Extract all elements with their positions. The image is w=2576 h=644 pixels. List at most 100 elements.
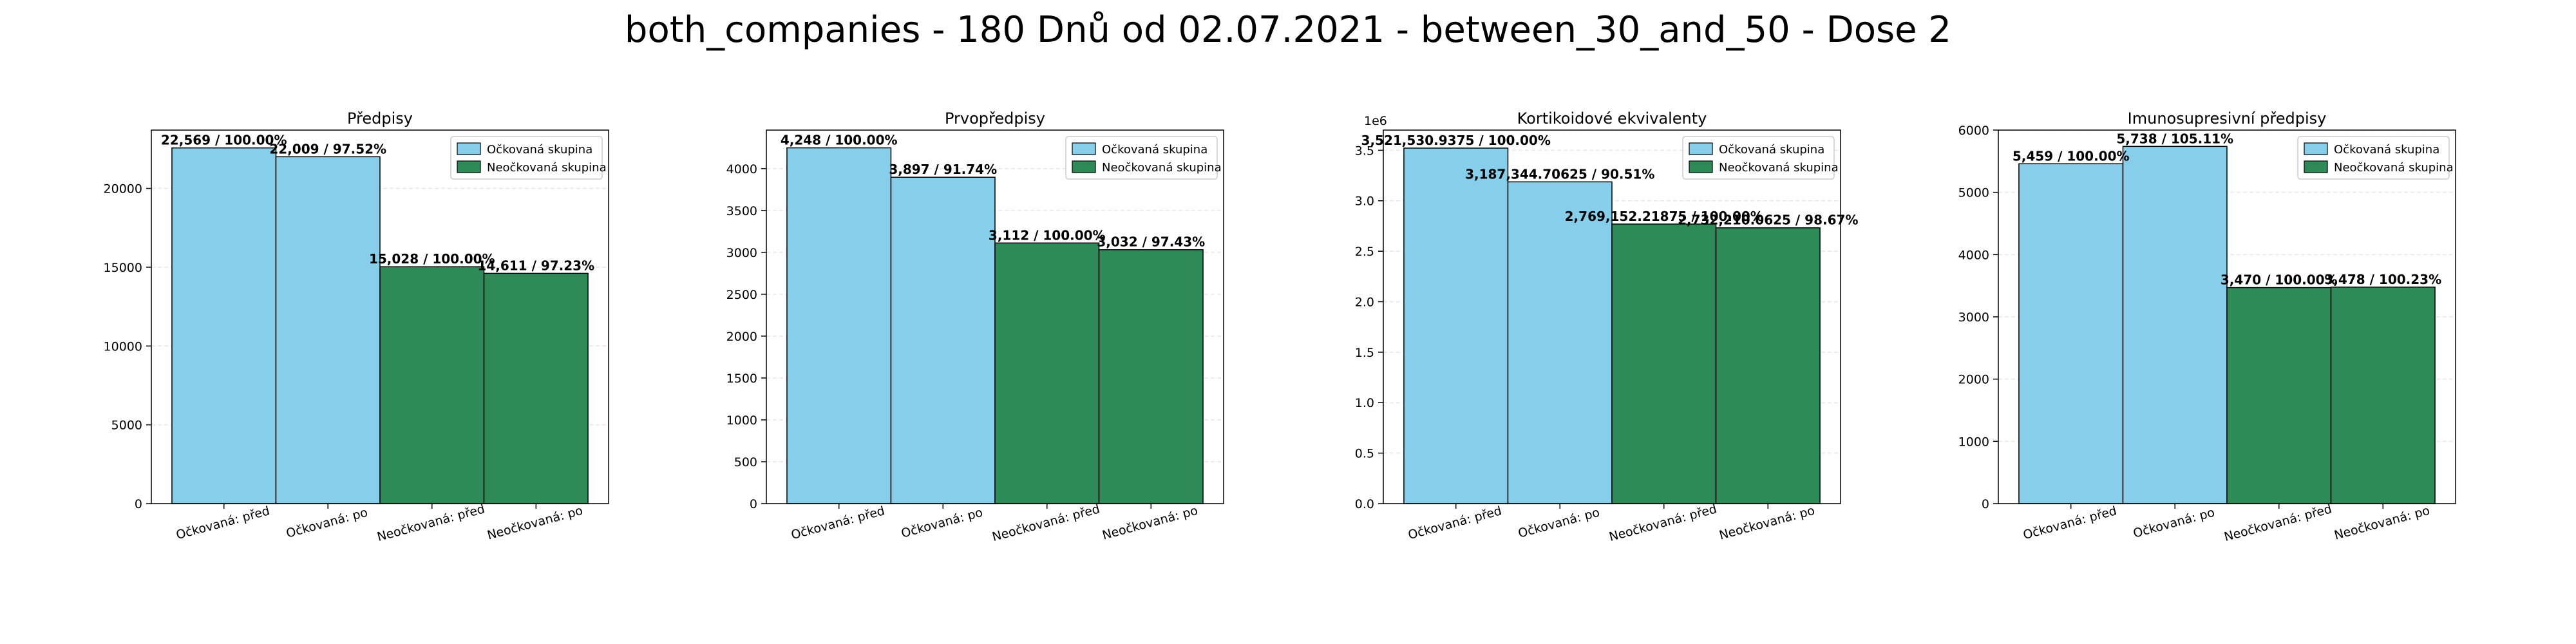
chart-title: Imunosupresivní předpisy (2128, 109, 2327, 128)
y-tick-label: 6000 (1958, 124, 1989, 138)
y-tick-label: 1500 (726, 372, 757, 386)
y-tick-label: 500 (734, 455, 757, 469)
x-tick-label: Očkovaná: před (2022, 504, 2118, 542)
bar (1507, 181, 1613, 504)
y-tick-label: 10000 (104, 339, 142, 354)
chart-title: Předpisy (347, 109, 413, 128)
x-tick-label: Neočkovaná: před (375, 502, 486, 544)
data-label: 3,187,344.70625 / 90.51% (1465, 166, 1654, 182)
y-tick-label: 0 (135, 497, 142, 511)
y-tick-label: 1000 (726, 413, 757, 428)
y-tick-label: 20000 (104, 182, 142, 196)
legend-swatch (1689, 142, 1713, 155)
chart-4: 5,459 / 100.00% 5,738 / 105.11% 3,470 / 10… (1958, 109, 2456, 544)
y-tick-label: 2500 (726, 288, 757, 302)
y-tick-label: 3.0 (1355, 194, 1374, 209)
x-tick-label: Neočkovaná: po (1101, 504, 1199, 543)
bar (1403, 147, 1509, 504)
bar (1098, 249, 1204, 504)
x-tick-label: Neočkovaná: po (486, 504, 584, 543)
data-label: 3,470 / 100.00% (2221, 272, 2338, 288)
data-label: 2,769,152.21875 / 100.00% (1565, 209, 1763, 224)
legend-box (450, 136, 603, 180)
chart-title: Kortikoidové ekvivalenty (1517, 109, 1707, 128)
legend-swatch (1689, 160, 1713, 173)
y-tick-label: 0.0 (1355, 497, 1374, 511)
y-tick-label: 0.5 (1355, 447, 1374, 461)
bar (994, 242, 1100, 504)
bar (890, 176, 996, 504)
y-tick-label: 4000 (726, 162, 757, 176)
data-label: 2,732,210.0625 / 98.67% (1678, 213, 1858, 228)
y-tick-label: 1.5 (1355, 346, 1374, 360)
legend-label: Neočkovaná skupina (1719, 161, 1839, 175)
y-tick-label: 1000 (1958, 435, 1989, 449)
data-label: 3,521,530.9375 / 100.00% (1361, 133, 1551, 148)
data-label: 4,248 / 100.00% (781, 133, 898, 148)
legend-label: Neočkovaná skupina (2334, 161, 2454, 175)
legend-label: Očkovaná skupina (1719, 143, 1824, 156)
y-offset-label: 1e6 (1364, 114, 1387, 128)
axes-frame (766, 129, 1224, 504)
x-tick-label: Očkovaná: po (900, 506, 984, 541)
x-tick-label: Neočkovaná: po (2333, 504, 2431, 543)
bar (1611, 223, 1717, 504)
legend-box (1682, 136, 1835, 180)
data-label: 14,611 / 97.23% (477, 258, 594, 273)
y-tick-label: 15000 (104, 261, 142, 275)
x-tick-label: Neočkovaná: před (1607, 502, 1718, 544)
x-tick-label: Očkovaná: před (175, 504, 271, 542)
bar (171, 147, 277, 504)
data-label: 22,009 / 97.52% (269, 141, 386, 156)
y-tick-label: 2000 (726, 330, 757, 344)
legend-swatch (2304, 160, 2328, 173)
data-label: 3,478 / 100.23% (2324, 272, 2441, 287)
chart-3: 3,521,530.9375 / 100.00% 3,187,344.70625 … (1355, 109, 1859, 544)
data-label: 22,569 / 100.00% (161, 133, 287, 148)
x-tick-label: Očkovaná: po (1517, 506, 1601, 541)
legend-box (2297, 136, 2450, 180)
bar (1715, 227, 1821, 504)
y-tick-label: 3500 (726, 204, 757, 218)
legend-label: Neočkovaná skupina (1102, 161, 1222, 175)
y-tick-label: 2.0 (1355, 295, 1374, 309)
y-tick-label: 0 (1982, 497, 1989, 511)
y-tick-label: 2.5 (1355, 245, 1374, 259)
legend-box (1065, 136, 1218, 180)
bar (2226, 287, 2332, 504)
y-tick-label: 5000 (1958, 186, 1989, 200)
legend-swatch (1072, 160, 1096, 173)
axes-frame (1383, 129, 1841, 504)
chart-1: 22,569 / 100.00%22,009 / 97.52% 15,028 / … (104, 109, 609, 544)
data-label: 15,028 / 100.00% (369, 251, 495, 267)
y-tick-label: 0 (750, 497, 757, 511)
x-tick-label: Neočkovaná: před (2222, 502, 2333, 544)
x-tick-label: Očkovaná: před (790, 504, 886, 542)
legend-label: Neočkovaná skupina (487, 161, 607, 175)
legend-label: Očkovaná skupina (1102, 143, 1208, 156)
bar (275, 156, 381, 504)
data-label: 5,459 / 100.00% (2012, 148, 2130, 164)
y-tick-label: 3000 (726, 246, 757, 260)
data-label: 3,032 / 97.43% (1097, 234, 1205, 250)
data-label: 3,897 / 91.74% (889, 162, 997, 177)
bar (379, 266, 485, 504)
x-tick-label: Očkovaná: před (1406, 504, 1503, 542)
bar (786, 147, 892, 504)
x-tick-label: Očkovaná: po (285, 506, 369, 541)
bar (2330, 287, 2436, 504)
y-tick-label: 3000 (1958, 310, 1989, 325)
x-tick-label: Neočkovaná: po (1718, 504, 1816, 543)
legend-swatch (457, 142, 481, 155)
legend-label: Očkovaná skupina (487, 143, 592, 156)
y-tick-label: 1.0 (1355, 396, 1374, 410)
y-tick-label: 4000 (1958, 248, 1989, 262)
axes-frame (151, 129, 609, 504)
chart-title: Prvopředpisy (945, 109, 1045, 128)
legend-label: Očkovaná skupina (2334, 143, 2439, 156)
data-label: 5,738 / 105.11% (2116, 131, 2233, 146)
bar (2122, 146, 2228, 504)
x-tick-label: Očkovaná: po (2132, 506, 2216, 541)
bar (483, 272, 589, 504)
